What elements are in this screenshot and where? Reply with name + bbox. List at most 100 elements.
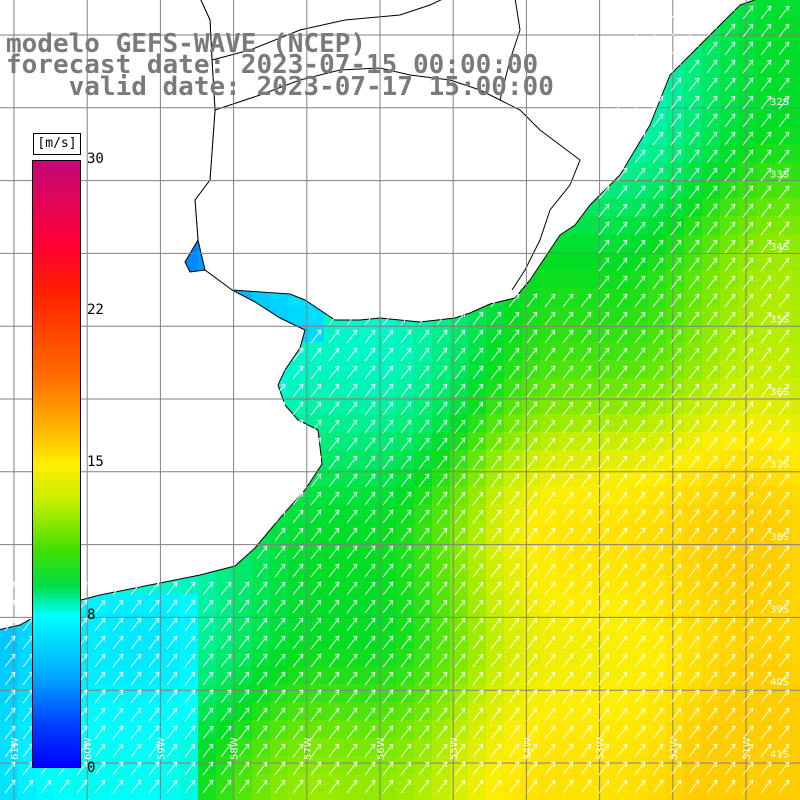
wind-arrow (616, 167, 628, 182)
wind-arrow (436, 599, 448, 614)
wind-arrow (706, 491, 718, 506)
wind-arrow (454, 599, 466, 614)
wind-arrow (634, 437, 646, 452)
wind-arrow (670, 653, 682, 668)
wind-arrow (724, 383, 736, 398)
wind-arrow (184, 707, 196, 722)
wind-arrow (256, 473, 268, 488)
wind-arrow (346, 635, 358, 650)
wind-arrow (598, 311, 610, 326)
wind-arrow (616, 149, 628, 164)
wind-arrow (238, 581, 250, 596)
wind-arrow (472, 743, 484, 758)
wind-arrow (616, 239, 628, 254)
wind-arrow (706, 581, 718, 596)
wind-arrow (724, 527, 736, 542)
wind-arrow (598, 491, 610, 506)
wind-arrow (526, 563, 538, 578)
wind-arrow (760, 635, 772, 650)
wind-arrow (94, 725, 106, 740)
wind-arrow (652, 5, 664, 20)
wind-arrow (778, 293, 790, 308)
wind-arrow (688, 707, 700, 722)
wind-arrow (148, 743, 160, 758)
wind-arrow (652, 221, 664, 236)
wind-arrow (292, 689, 304, 704)
wind-arrow (184, 743, 196, 758)
wind-arrow (292, 527, 304, 542)
wind-arrow (202, 689, 214, 704)
wind-arrow (688, 581, 700, 596)
wind-arrow (778, 275, 790, 290)
wind-arrow (418, 707, 430, 722)
wind-arrow (346, 293, 358, 308)
wind-arrow (436, 581, 448, 596)
wind-arrow (598, 275, 610, 290)
wind-arrow (724, 185, 736, 200)
wind-arrow (364, 311, 376, 326)
wind-arrow (724, 23, 736, 38)
wind-arrow (148, 779, 160, 794)
wind-arrow (598, 401, 610, 416)
wind-arrow (742, 149, 754, 164)
wind-arrow (454, 455, 466, 470)
wind-arrow (778, 635, 790, 650)
wind-arrow (274, 743, 286, 758)
wind-arrow (742, 707, 754, 722)
wind-arrow (130, 689, 142, 704)
wind-arrow (508, 419, 520, 434)
wind-arrow (706, 149, 718, 164)
wind-arrow (418, 725, 430, 740)
wind-arrow (382, 761, 394, 776)
wind-arrow (382, 293, 394, 308)
wind-arrow (706, 239, 718, 254)
wind-arrow (328, 311, 340, 326)
wind-arrow (292, 599, 304, 614)
wind-arrow (652, 239, 664, 254)
wind-arrow (688, 653, 700, 668)
wind-arrow (310, 599, 322, 614)
wind-arrow (418, 455, 430, 470)
wind-arrow (598, 185, 610, 200)
wind-arrow (652, 491, 664, 506)
wind-arrow (418, 293, 430, 308)
wind-arrow (238, 653, 250, 668)
wind-arrow (688, 419, 700, 434)
wind-arrow (580, 617, 592, 632)
wind-arrow (634, 185, 646, 200)
wind-arrow (670, 185, 682, 200)
wind-arrow (544, 779, 556, 794)
wind-arrow (616, 725, 628, 740)
wind-arrow (346, 617, 358, 632)
wind-arrow (724, 149, 736, 164)
wind-arrow (328, 329, 340, 344)
wind-arrow (274, 473, 286, 488)
wind-arrow (652, 113, 664, 128)
wind-arrow (202, 743, 214, 758)
wind-arrow (724, 203, 736, 218)
wind-arrow (742, 581, 754, 596)
wind-arrow (760, 401, 772, 416)
wind-arrow (256, 779, 268, 794)
wind-arrow (652, 635, 664, 650)
wind-arrow (616, 401, 628, 416)
wind-arrow (634, 491, 646, 506)
wind-arrow (310, 491, 322, 506)
wind-arrow (742, 95, 754, 110)
wind-arrow (328, 563, 340, 578)
wind-arrow (724, 329, 736, 344)
wind-arrow (724, 761, 736, 776)
wind-arrow (238, 779, 250, 794)
wind-arrow (742, 311, 754, 326)
wind-arrow (724, 779, 736, 794)
wind-arrow (382, 347, 394, 362)
wind-arrow (688, 617, 700, 632)
wind-arrow (274, 635, 286, 650)
wind-arrow (670, 545, 682, 560)
wind-arrow (598, 563, 610, 578)
wind-arrow (562, 761, 574, 776)
wind-arrow (670, 671, 682, 686)
wind-arrow (616, 563, 628, 578)
lat-label: 35S (770, 315, 789, 326)
wind-arrow (724, 581, 736, 596)
